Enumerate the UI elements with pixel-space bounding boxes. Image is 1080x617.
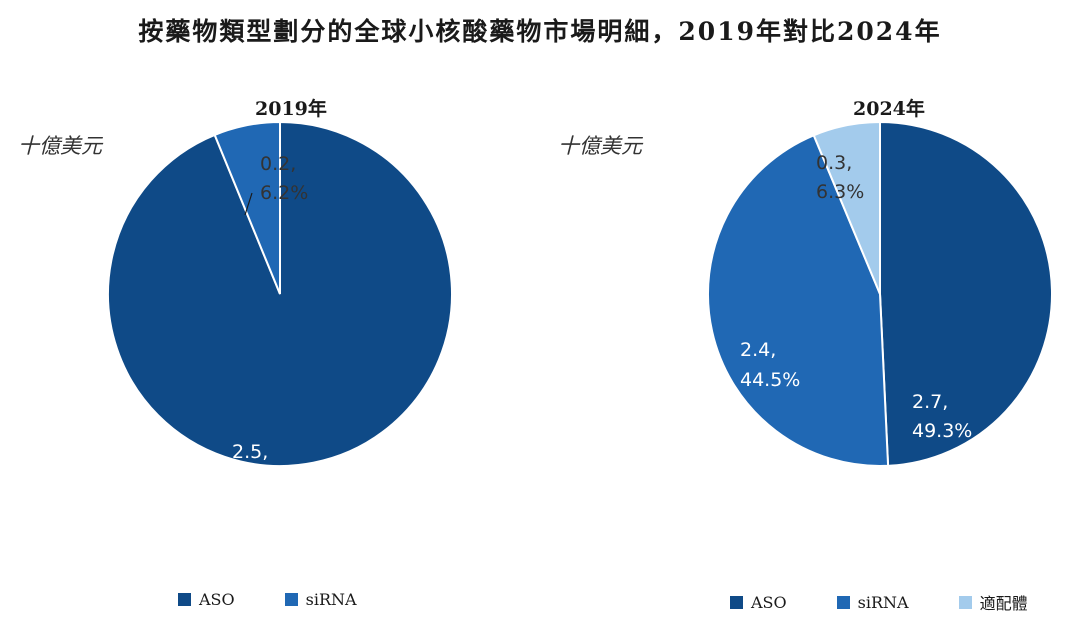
pie-chart-2024: 2.7, 49.3% 2.4, 44.5% 0.3, 6.3% (707, 120, 1054, 467)
legend-2019: ASO siRNA (178, 590, 357, 609)
slice-label-pct-ASO-2019: 93.8% (232, 470, 292, 492)
legend-swatch-siRNA-2019 (284, 593, 298, 606)
legend-swatch-aptamer-2024 (958, 595, 972, 609)
slice-label-pct-siRNA-2024: 44.5% (740, 369, 800, 391)
leader-line-siRNA-2019 (244, 192, 253, 216)
legend-swatch-ASO-2024 (730, 595, 743, 609)
legend-item-ASO-2024: ASO (730, 593, 787, 612)
legend-label-aptamer-2024: 適配體 (979, 594, 1028, 613)
legend-item-aptamer-2024: 適配體 (958, 590, 1028, 614)
pie-slice-aptamer-2024 (812, 120, 881, 295)
slice-label-value-aptamer-2024: 0.3, (816, 152, 852, 174)
unit-label-2019: 十億美元 (18, 134, 102, 158)
legend-2024: ASO siRNA 適配體 (730, 590, 1028, 614)
slice-label-pct-aptamer-2024: 6.3% (816, 181, 864, 203)
slice-label-pct-siRNA-2019: 6.2% (260, 182, 308, 204)
legend-label-ASO-2024: ASO (751, 592, 787, 612)
panel-title-2024: 2024年 (853, 98, 925, 120)
pie-chart-2019: 2.5, 93.8% 0.2, 6.2% (107, 120, 453, 492)
slice-label-pct-ASO-2024: 49.3% (912, 420, 972, 442)
slice-label-value-siRNA-2024: 2.4, (740, 339, 776, 361)
legend-item-siRNA-2024: siRNA (836, 592, 909, 612)
chart-title: 按藥物類型劃分的全球小核酸藥物市場明細，2019年對比2024年 (138, 17, 942, 46)
pie-panel-2019: 2019年 十億美元 2.5, 93.8% 0.2, 6.2% ASO siRN… (0, 90, 540, 617)
legend-label-ASO-2019: ASO (199, 590, 235, 609)
pie-panel-2024: 2024年 十億美元 2.7, 49.3% 2.4, 44.5% 0.3, 6.… (540, 90, 1080, 617)
legend-item-ASO-2019: ASO (178, 590, 235, 609)
legend-swatch-siRNA-2024 (836, 595, 850, 609)
slice-label-value-siRNA-2019: 0.2, (260, 153, 296, 175)
pie-slice-siRNA-2024 (707, 133, 890, 467)
panel-title-2019: 2019年 (255, 98, 327, 120)
legend-item-siRNA-2019: siRNA (284, 590, 357, 609)
pie-slice-ASO-2024 (879, 120, 1054, 467)
legend-label-siRNA-2019: siRNA (305, 590, 357, 609)
legend-label-siRNA-2024: siRNA (857, 592, 909, 612)
unit-label-2024: 十億美元 (558, 134, 642, 158)
legend-swatch-ASO-2019 (178, 593, 191, 606)
slice-label-value-ASO-2024: 2.7, (912, 391, 948, 413)
slice-label-value-ASO-2019: 2.5, (232, 441, 268, 463)
